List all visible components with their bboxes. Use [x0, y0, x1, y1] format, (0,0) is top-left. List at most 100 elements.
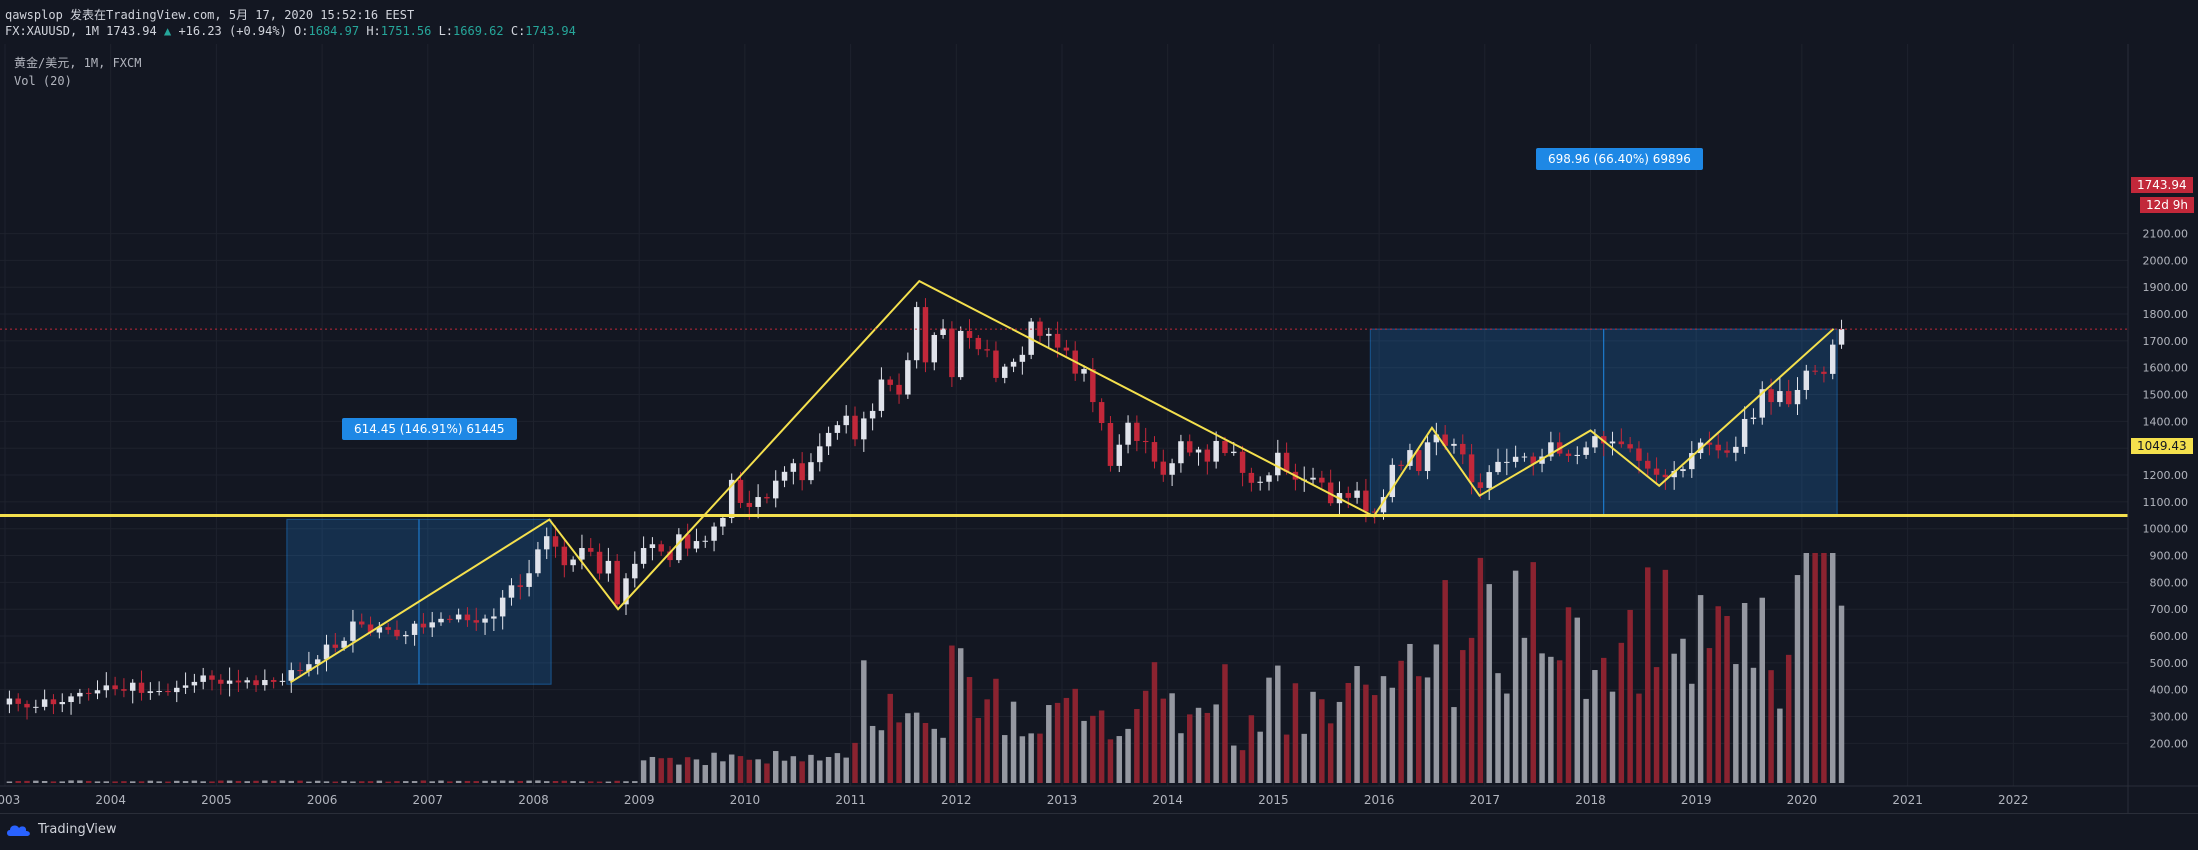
symbol-label[interactable]: FX:XAUUSD, 1M	[5, 24, 99, 38]
volume-bar	[1266, 677, 1272, 783]
volume-bar	[702, 765, 708, 783]
candle-body	[1671, 471, 1677, 478]
candle-body	[1090, 369, 1096, 403]
volume-bar	[491, 780, 497, 783]
price-tick: 1800.00	[2143, 308, 2189, 321]
volume-bar	[508, 780, 515, 783]
volume-bar	[596, 781, 603, 783]
time-tick: 2022	[1998, 793, 2029, 807]
candle-body	[658, 544, 664, 552]
candle-body	[693, 541, 700, 549]
candle-body	[191, 681, 198, 686]
candle-body	[843, 415, 849, 426]
candle-body	[1310, 477, 1316, 480]
volume-bar	[94, 781, 101, 783]
candle-body	[1724, 450, 1730, 453]
volume-bar	[1794, 575, 1801, 783]
candle-body	[896, 384, 902, 395]
measure-box-label-1[interactable]: 614.45 (146.91%) 61445	[342, 418, 517, 440]
volume-bar	[1213, 704, 1219, 783]
volume-bar	[403, 781, 409, 783]
volume-bar	[218, 780, 224, 783]
candle-body	[1812, 370, 1818, 372]
candle-body	[570, 559, 576, 566]
volume-bar	[737, 756, 744, 783]
volume-bar	[1257, 731, 1263, 783]
candle-body	[588, 548, 594, 552]
measure-box-label-2[interactable]: 698.96 (66.40%) 69896	[1536, 148, 1703, 170]
candle-body	[684, 534, 691, 549]
candle-body	[764, 497, 770, 499]
candle-body	[1424, 442, 1431, 472]
support-level-tag: 1049.43	[2131, 438, 2193, 454]
publish-info: qawsplop 发表在TradingView.com, 5月 17, 2020…	[5, 8, 415, 22]
volume-bar	[1019, 736, 1026, 783]
volume-bar	[1336, 701, 1343, 783]
volume-bar	[1706, 648, 1713, 783]
volume-bar	[103, 781, 110, 783]
volume-bar	[1327, 723, 1334, 783]
volume-bar	[1037, 733, 1043, 783]
candle-body	[147, 691, 154, 693]
volume-bar	[632, 781, 638, 783]
price-axis: 2100.00 2000.00 1900.00 1800.00 1700.00 1600.…	[2127, 44, 2198, 813]
candle-body	[1495, 461, 1501, 473]
volume-bar	[499, 780, 506, 783]
volume-bar	[1371, 695, 1378, 783]
candle-body	[1081, 369, 1087, 374]
volume-bar	[253, 780, 259, 783]
tradingview-logo[interactable]: TradingView	[6, 822, 117, 837]
volume-bar	[764, 763, 770, 783]
price-tick: 400.00	[2150, 684, 2189, 697]
volume-bar	[50, 781, 57, 783]
candle-body	[499, 597, 506, 617]
volume-bar	[1407, 643, 1413, 783]
volume-bar	[1283, 734, 1290, 783]
price-chart[interactable]: 2100.00 2000.00 1900.00 1800.00 1700.00 1600.…	[0, 44, 2198, 813]
candle-body	[1618, 441, 1625, 445]
candle-body	[1213, 440, 1219, 462]
candle-body	[1151, 442, 1158, 462]
countdown-tag: 12d 9h	[2140, 197, 2194, 213]
volume-bar	[825, 756, 832, 783]
last-price: 1743.94	[106, 24, 157, 38]
volume-bar	[1741, 603, 1748, 783]
time-tick: 2021	[1892, 793, 1923, 807]
volume-bar	[1169, 693, 1175, 783]
volume-bar	[6, 781, 13, 783]
volume-bar	[1803, 553, 1810, 783]
candle-body	[121, 689, 127, 691]
candle-body	[940, 328, 946, 335]
candle-body	[411, 623, 418, 635]
volume-bar	[200, 781, 206, 783]
candle-body	[1539, 456, 1545, 464]
footer: TradingView	[0, 813, 2198, 850]
volume-bar	[1354, 666, 1360, 783]
volume-bar	[667, 757, 673, 783]
candle-body	[394, 629, 400, 637]
candle-body	[1442, 434, 1448, 446]
brand-name: TradingView	[38, 822, 117, 837]
candle-body	[552, 536, 559, 547]
volume-bar	[1125, 728, 1131, 783]
candle-body	[737, 479, 744, 503]
candle-body	[1063, 347, 1070, 351]
volume-bar	[1750, 667, 1757, 783]
candle-body	[1380, 497, 1387, 513]
volume-bar	[1618, 642, 1625, 783]
volume-bar	[728, 754, 735, 783]
volume-bar	[1222, 664, 1228, 783]
candle-body	[279, 680, 286, 682]
candle-body	[420, 623, 427, 628]
volume-bar	[1715, 606, 1721, 783]
chart-header: qawsplop 发表在TradingView.com, 5月 17, 2020…	[0, 0, 2198, 44]
price-tick: 600.00	[2150, 630, 2189, 643]
candle-body	[755, 497, 761, 507]
volume-bar	[755, 759, 761, 783]
candle-body	[341, 640, 347, 648]
candle-body	[350, 621, 356, 641]
volume-bar	[640, 760, 647, 783]
volume-bar	[1460, 650, 1466, 783]
candle-body	[1116, 444, 1122, 466]
candle-body	[6, 698, 13, 705]
